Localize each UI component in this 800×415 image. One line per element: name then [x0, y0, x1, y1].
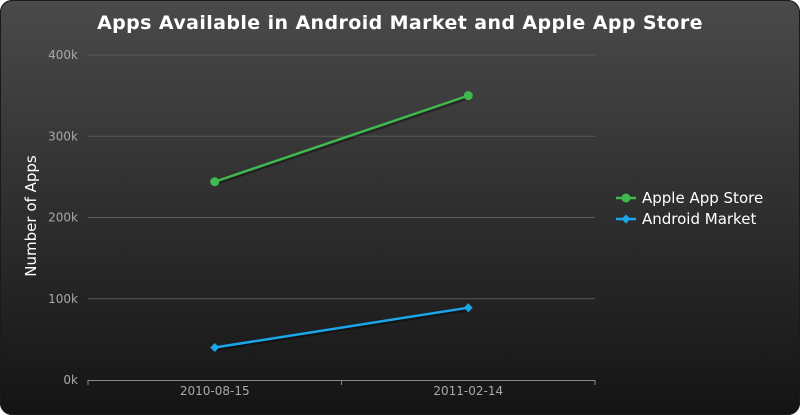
y-tick-label: 100k	[48, 292, 78, 306]
gridlines	[88, 54, 595, 300]
series-line-shadow	[215, 96, 470, 186]
data-point	[463, 303, 473, 313]
chart-title: Apps Available in Android Market and App…	[97, 12, 703, 34]
series-android-market	[210, 303, 473, 352]
data-point	[210, 343, 220, 352]
legend-item: Apple App Store	[616, 189, 763, 207]
y-tick-label: 400k	[48, 48, 78, 62]
x-axis: 2010-08-15 2011-02-14	[87, 380, 596, 398]
y-tick-label: 0k	[63, 373, 78, 387]
series-apple-app-store	[210, 91, 473, 187]
legend: Apple App Store Android Market	[616, 189, 763, 228]
data-point	[463, 91, 473, 101]
y-tick-label: 200k	[48, 211, 78, 225]
legend-label: Apple App Store	[642, 189, 763, 207]
y-axis-ticks: 0k 100k 200k 300k 400k	[48, 48, 78, 387]
x-tick-label: 2010-08-15	[180, 384, 250, 398]
legend-label: Android Market	[642, 210, 756, 228]
data-point	[210, 177, 220, 187]
series-line	[214, 306, 469, 349]
x-tick-label: 2011-02-14	[433, 384, 503, 398]
series-line	[214, 94, 469, 183]
y-axis-label: Number of Apps	[22, 155, 40, 277]
series-group	[210, 91, 473, 352]
legend-marker	[621, 214, 631, 224]
legend-item: Android Market	[616, 210, 756, 228]
legend-marker	[621, 193, 631, 203]
series-line-shadow	[215, 308, 470, 351]
y-tick-label: 300k	[48, 129, 78, 143]
